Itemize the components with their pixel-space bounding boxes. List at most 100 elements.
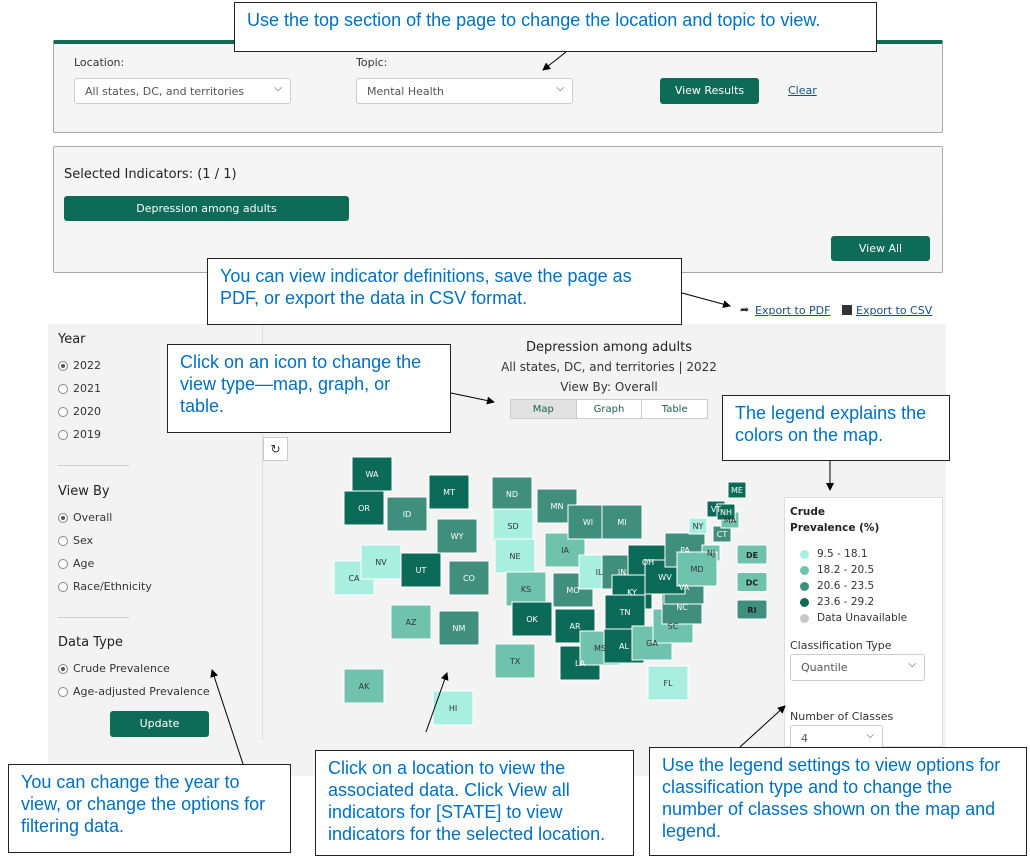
state-label: GA bbox=[646, 639, 658, 648]
state[interactable] bbox=[494, 643, 536, 679]
state[interactable] bbox=[688, 517, 708, 535]
callout: Use the legend settings to view options … bbox=[649, 747, 1027, 856]
callout: Use the top section of the page to chang… bbox=[234, 2, 877, 52]
small-state-label: RI bbox=[747, 606, 756, 615]
state[interactable] bbox=[491, 476, 533, 512]
classification-select[interactable]: Quantile bbox=[790, 654, 925, 681]
state[interactable] bbox=[604, 594, 646, 630]
radio[interactable] bbox=[58, 384, 68, 394]
state-label: TX bbox=[509, 657, 521, 666]
state-label: WI bbox=[583, 518, 593, 527]
radio[interactable] bbox=[58, 430, 68, 440]
state[interactable] bbox=[343, 668, 385, 704]
state[interactable] bbox=[343, 490, 385, 526]
view-results-button[interactable]: View Results bbox=[660, 78, 759, 104]
radio-label[interactable]: Overall bbox=[73, 511, 113, 524]
reset-button[interactable]: ↻ bbox=[263, 437, 288, 461]
state-label: MO bbox=[566, 586, 579, 595]
callout: You can change the year to view, or chan… bbox=[8, 764, 291, 853]
radio[interactable] bbox=[58, 536, 68, 546]
state[interactable] bbox=[727, 481, 747, 499]
state[interactable] bbox=[448, 560, 490, 596]
legend-title: Crude Prevalence (%) bbox=[790, 506, 880, 534]
radio-label[interactable]: 2019 bbox=[73, 428, 101, 441]
state[interactable] bbox=[360, 544, 402, 580]
view-tab[interactable]: Map bbox=[511, 400, 576, 418]
view-tabs: Map Graph Table bbox=[510, 399, 708, 419]
state[interactable] bbox=[428, 474, 470, 510]
state-label: OH bbox=[642, 558, 654, 567]
small-state[interactable] bbox=[736, 544, 768, 565]
state-label: MN bbox=[551, 502, 564, 511]
radio-label[interactable]: 2022 bbox=[73, 359, 101, 372]
callout: Click on a location to view the associat… bbox=[315, 750, 634, 856]
state[interactable] bbox=[567, 504, 609, 540]
legend-swatch bbox=[800, 598, 809, 607]
export-csv-link[interactable]: Export to CSV bbox=[856, 304, 933, 317]
state[interactable] bbox=[716, 503, 736, 521]
radio[interactable] bbox=[58, 559, 68, 569]
state[interactable] bbox=[676, 551, 718, 587]
indicators-title: Selected Indicators: (1 / 1) bbox=[64, 167, 237, 182]
legend-swatch bbox=[800, 566, 809, 575]
view-all-button[interactable]: View All bbox=[831, 236, 930, 261]
radio[interactable] bbox=[58, 582, 68, 592]
state[interactable] bbox=[400, 552, 442, 588]
radio-label[interactable]: Age bbox=[73, 557, 95, 570]
radio[interactable] bbox=[58, 513, 68, 523]
radio[interactable] bbox=[58, 664, 68, 674]
state[interactable] bbox=[505, 571, 547, 607]
radio-label[interactable]: 2021 bbox=[73, 382, 101, 395]
topic-select[interactable]: Mental Health bbox=[356, 78, 573, 104]
state-label: AR bbox=[569, 622, 580, 631]
view-tab[interactable]: Graph bbox=[575, 400, 642, 418]
state-label: NM bbox=[453, 624, 466, 633]
location-label: Location: bbox=[74, 56, 125, 69]
state-label: IN bbox=[618, 568, 626, 577]
classes-label: Number of Classes bbox=[790, 710, 894, 723]
state-label: SD bbox=[507, 522, 518, 531]
view-tab[interactable]: Table bbox=[641, 400, 708, 418]
state[interactable] bbox=[601, 504, 643, 540]
state[interactable] bbox=[647, 665, 689, 701]
small-state[interactable] bbox=[736, 572, 768, 592]
state[interactable] bbox=[351, 456, 393, 492]
radio-label[interactable]: Race/Ethnicity bbox=[73, 580, 152, 593]
legend-label: 23.6 - 29.2 bbox=[817, 596, 875, 608]
state[interactable] bbox=[386, 496, 428, 532]
state-label: SC bbox=[668, 622, 679, 631]
indicator-chip[interactable]: Depression among adults bbox=[64, 196, 349, 221]
location-select[interactable]: All states, DC, and territories bbox=[74, 78, 291, 104]
radio-label[interactable]: Crude Prevalence bbox=[73, 662, 170, 675]
radio-label[interactable]: Age-adjusted Prevalence bbox=[73, 685, 210, 698]
state[interactable] bbox=[436, 518, 478, 554]
clear-link[interactable]: Clear bbox=[788, 84, 817, 97]
update-button[interactable]: Update bbox=[110, 711, 209, 737]
state-label: IL bbox=[596, 568, 603, 577]
state-label: AZ bbox=[406, 618, 417, 627]
state-label: ID bbox=[403, 510, 412, 519]
radio[interactable] bbox=[58, 687, 68, 697]
state-label: WY bbox=[451, 532, 464, 541]
legend-label: Data Unavailable bbox=[817, 612, 908, 624]
state-label: ND bbox=[506, 490, 518, 499]
state[interactable] bbox=[390, 604, 432, 640]
state-label: NJ bbox=[707, 549, 715, 558]
radio-label[interactable]: Sex bbox=[73, 534, 94, 547]
state[interactable] bbox=[511, 601, 553, 637]
radio[interactable] bbox=[58, 361, 68, 371]
small-state[interactable] bbox=[736, 599, 768, 620]
radio-label[interactable]: 2020 bbox=[73, 405, 101, 418]
state[interactable] bbox=[438, 610, 480, 646]
export-pdf-link[interactable]: Export to PDF bbox=[755, 304, 831, 317]
legend-swatch bbox=[800, 550, 809, 559]
state-label: UT bbox=[416, 566, 427, 575]
state-label: MS bbox=[594, 644, 606, 653]
radio[interactable] bbox=[58, 407, 68, 417]
export-pdf-icon: ➦ bbox=[740, 303, 750, 316]
map-subtitle: All states, DC, and territories | 2022 bbox=[501, 360, 717, 374]
state-label: MD bbox=[690, 565, 703, 574]
state-label: VA bbox=[679, 583, 690, 592]
